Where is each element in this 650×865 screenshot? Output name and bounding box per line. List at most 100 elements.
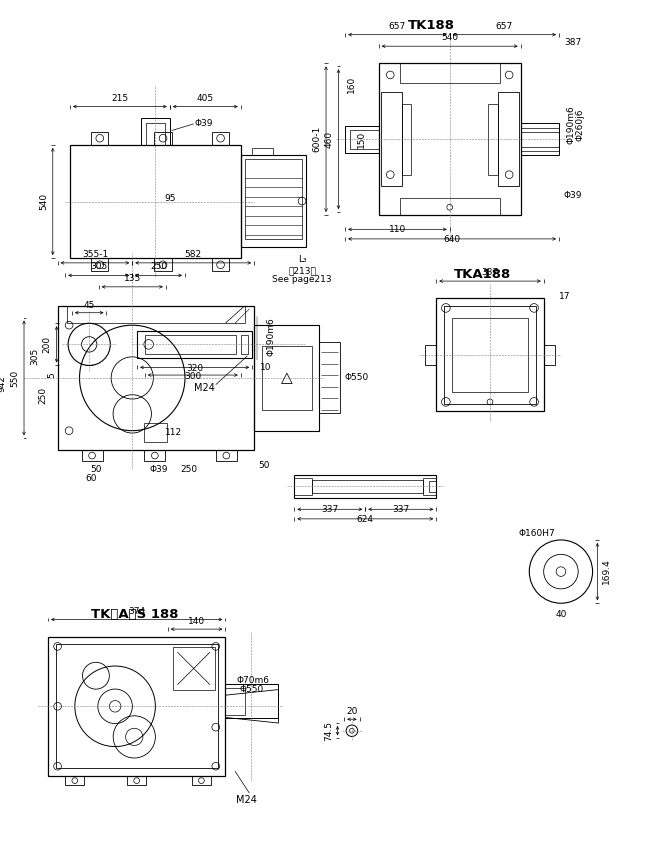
- Text: 550: 550: [10, 369, 20, 387]
- Bar: [70, 145, 240, 258]
- Text: 45: 45: [83, 301, 95, 310]
- Text: Φ260j6: Φ260j6: [576, 108, 584, 141]
- Bar: [48, 637, 226, 776]
- Text: TKA188: TKA188: [454, 268, 511, 281]
- Text: Φ550: Φ550: [344, 374, 369, 382]
- Text: TK188: TK188: [408, 18, 455, 32]
- Text: 50: 50: [90, 465, 101, 473]
- Bar: [521, 131, 559, 147]
- Text: Φ39: Φ39: [195, 119, 213, 128]
- Text: 40: 40: [555, 610, 567, 619]
- Text: 337: 337: [392, 505, 410, 514]
- Text: 355-1: 355-1: [82, 250, 108, 259]
- Text: 942: 942: [0, 375, 6, 392]
- Bar: [91, 258, 109, 272]
- Bar: [226, 688, 244, 714]
- Bar: [294, 477, 311, 495]
- Text: 460: 460: [325, 131, 333, 148]
- Bar: [452, 317, 528, 393]
- Text: 150: 150: [357, 131, 366, 148]
- Text: 17: 17: [559, 292, 571, 301]
- Text: 215: 215: [111, 93, 129, 103]
- Bar: [244, 159, 302, 239]
- Bar: [91, 131, 109, 145]
- Text: 60: 60: [85, 474, 97, 483]
- Bar: [252, 148, 273, 156]
- Bar: [240, 335, 248, 354]
- Text: 135: 135: [124, 274, 141, 283]
- Bar: [141, 119, 170, 145]
- Bar: [400, 198, 500, 215]
- Bar: [56, 644, 218, 768]
- Bar: [498, 93, 519, 186]
- Text: 540: 540: [39, 193, 48, 210]
- Text: Φ39: Φ39: [150, 465, 168, 473]
- Text: 10: 10: [260, 363, 271, 372]
- Text: 200: 200: [43, 336, 52, 353]
- Text: 74.5: 74.5: [324, 721, 333, 740]
- Text: L₃: L₃: [298, 254, 306, 264]
- Text: 640: 640: [443, 234, 461, 244]
- Text: 20: 20: [346, 708, 358, 716]
- Bar: [488, 104, 498, 175]
- Bar: [428, 481, 436, 492]
- Bar: [319, 343, 341, 413]
- Text: Φ190m6: Φ190m6: [267, 317, 276, 356]
- Bar: [350, 130, 379, 149]
- Text: 112: 112: [164, 428, 181, 437]
- Bar: [146, 123, 165, 145]
- Text: M24: M24: [194, 383, 214, 394]
- Bar: [400, 63, 500, 83]
- Bar: [192, 776, 211, 785]
- Bar: [127, 776, 146, 785]
- Text: 582: 582: [185, 250, 202, 259]
- Text: 5: 5: [47, 372, 57, 378]
- Bar: [423, 477, 436, 495]
- Bar: [67, 306, 244, 324]
- Text: 374: 374: [128, 606, 145, 616]
- Text: TK（A）S 188: TK（A）S 188: [90, 608, 178, 621]
- Bar: [436, 298, 543, 412]
- Text: Φ39: Φ39: [564, 191, 582, 201]
- Text: 250: 250: [181, 465, 198, 473]
- Bar: [212, 131, 229, 145]
- Bar: [254, 325, 319, 431]
- Text: 657: 657: [496, 22, 513, 31]
- Text: 160: 160: [347, 76, 356, 93]
- Text: 600-1: 600-1: [312, 126, 321, 152]
- Text: 95: 95: [164, 194, 176, 203]
- Bar: [173, 647, 214, 689]
- Text: Φ550: Φ550: [240, 685, 264, 694]
- Bar: [262, 346, 311, 409]
- Bar: [212, 258, 229, 272]
- Bar: [543, 345, 555, 364]
- Text: 300: 300: [184, 372, 202, 381]
- Text: 110: 110: [389, 225, 406, 234]
- Text: 657: 657: [389, 22, 406, 31]
- Text: Φ190m6: Φ190m6: [566, 106, 575, 144]
- Bar: [226, 683, 278, 718]
- Bar: [379, 63, 521, 215]
- Bar: [521, 128, 559, 151]
- Text: 540: 540: [441, 34, 458, 42]
- Text: 250: 250: [150, 262, 167, 272]
- Bar: [240, 156, 306, 247]
- Bar: [65, 776, 84, 785]
- Text: 169.4: 169.4: [602, 559, 611, 585]
- Bar: [144, 423, 167, 442]
- Text: 337: 337: [321, 505, 339, 514]
- Text: M24: M24: [236, 795, 257, 804]
- Text: 140: 140: [188, 618, 205, 626]
- Text: 见213页: 见213页: [288, 266, 316, 275]
- Bar: [444, 306, 536, 404]
- Text: 405: 405: [197, 93, 214, 103]
- Text: Φ160H7: Φ160H7: [519, 529, 555, 538]
- Bar: [311, 479, 423, 493]
- Text: 50: 50: [258, 461, 270, 470]
- Bar: [216, 450, 237, 461]
- Bar: [294, 475, 436, 497]
- Text: See page213: See page213: [272, 275, 332, 284]
- Bar: [145, 335, 236, 354]
- Text: 337: 337: [482, 268, 499, 278]
- Text: 387: 387: [565, 38, 582, 47]
